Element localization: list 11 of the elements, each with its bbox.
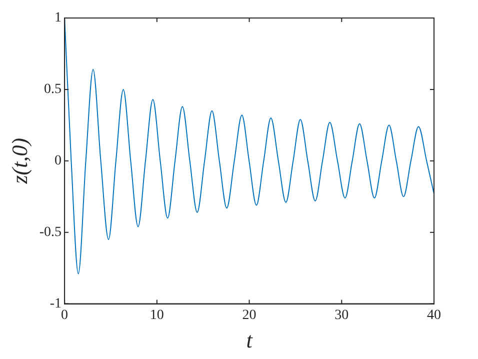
x-tick-label: 40 <box>427 308 441 323</box>
y-tick-label: 1 <box>54 10 62 26</box>
y-tick-label: 0 <box>54 154 62 169</box>
x-axis-title: t <box>246 328 254 353</box>
y-axis-title: z(t,0) <box>6 138 32 185</box>
y-tick-label: -0.5 <box>39 225 62 240</box>
y-tick-label: -1 <box>50 296 62 312</box>
x-tick-label: 20 <box>242 308 256 323</box>
x-tick-label: 10 <box>150 308 164 323</box>
x-tick-label: 30 <box>334 308 349 323</box>
y-tick-label: 0.5 <box>44 82 62 98</box>
